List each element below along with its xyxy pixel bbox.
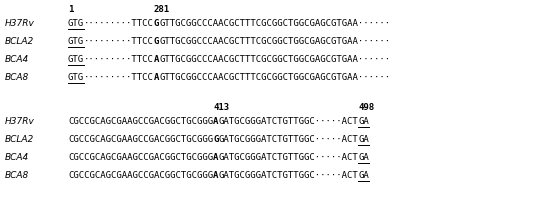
Text: G: G — [213, 135, 219, 144]
Text: GA: GA — [358, 153, 369, 162]
Text: ·········TTCC: ·········TTCC — [84, 73, 154, 82]
Text: GTTGCGGCCCAACGCTTTCGCGGCTGGCGAGCGTGAA······: GTTGCGGCCCAACGCTTTCGCGGCTGGCGAGCGTGAA···… — [159, 73, 390, 82]
Text: GTG: GTG — [68, 55, 84, 64]
Text: 498: 498 — [358, 103, 374, 112]
Text: GTTGCGGCCCAACGCTTTCGCGGCTGGCGAGCGTGAA······: GTTGCGGCCCAACGCTTTCGCGGCTGGCGAGCGTGAA···… — [159, 55, 390, 64]
Text: BCLA2: BCLA2 — [5, 37, 34, 46]
Text: GTTGCGGCCCAACGCTTTCGCGGCTGGCGAGCGTGAA······: GTTGCGGCCCAACGCTTTCGCGGCTGGCGAGCGTGAA···… — [159, 19, 390, 28]
Text: GA: GA — [358, 117, 369, 126]
Text: A: A — [213, 171, 219, 180]
Text: A: A — [154, 73, 159, 82]
Text: G: G — [154, 37, 159, 46]
Text: GA: GA — [358, 135, 369, 144]
Text: BCLA2: BCLA2 — [5, 135, 34, 144]
Text: GA: GA — [358, 171, 369, 180]
Text: GTG: GTG — [68, 0, 84, 7]
Text: CGCCGCAGCGAAGCCGACGGCTGCGGG: CGCCGCAGCGAAGCCGACGGCTGCGGG — [68, 100, 213, 109]
Text: H37Rv: H37Rv — [5, 117, 35, 126]
Text: GATGCGGGATCTGTTGGC·····ACT: GATGCGGGATCTGTTGGC·····ACT — [219, 153, 358, 162]
Text: GTG: GTG — [68, 73, 84, 82]
Text: CGCCGCAGCGAAGCCGACGGCTGCGGG: CGCCGCAGCGAAGCCGACGGCTGCGGG — [68, 171, 213, 180]
Text: ·········TTCC: ·········TTCC — [84, 37, 154, 46]
Text: G: G — [154, 19, 159, 28]
Text: A: A — [213, 100, 219, 109]
Text: ·········TTCC: ·········TTCC — [84, 0, 154, 7]
Text: A: A — [213, 117, 219, 126]
Text: ·········TTCC: ·········TTCC — [84, 0, 154, 7]
Text: CGCCGCAGCGAAGCCGACGGCTGCGGG: CGCCGCAGCGAAGCCGACGGCTGCGGG — [68, 153, 213, 162]
Text: A: A — [154, 55, 159, 64]
Text: GATGCGGGATCTGTTGGC·····ACT: GATGCGGGATCTGTTGGC·····ACT — [219, 117, 358, 126]
Text: A: A — [213, 153, 219, 162]
Text: CGCCGCAGCGAAGCCGACGGCTGCGGG: CGCCGCAGCGAAGCCGACGGCTGCGGG — [68, 100, 213, 109]
Text: CGCCGCAGCGAAGCCGACGGCTGCGGG: CGCCGCAGCGAAGCCGACGGCTGCGGG — [68, 100, 213, 109]
Text: GTG: GTG — [68, 37, 84, 46]
Text: BCA4: BCA4 — [5, 153, 29, 162]
Text: BCA8: BCA8 — [5, 73, 29, 82]
Text: GTG: GTG — [68, 0, 84, 7]
Text: GATGCGGGATCTGTTGGC·····ACT: GATGCGGGATCTGTTGGC·····ACT — [219, 135, 358, 144]
Text: GTG: GTG — [68, 19, 84, 28]
Text: GATGCGGGATCTGTTGGC·····ACT: GATGCGGGATCTGTTGGC·····ACT — [219, 100, 358, 109]
Text: H37Rv: H37Rv — [5, 19, 35, 28]
Text: ·········TTCC: ·········TTCC — [84, 55, 154, 64]
Text: GATGCGGGATCTGTTGGC·····ACT: GATGCGGGATCTGTTGGC·····ACT — [219, 171, 358, 180]
Text: ·········TTCC: ·········TTCC — [84, 19, 154, 28]
Text: 1: 1 — [68, 5, 73, 14]
Text: 281: 281 — [154, 5, 170, 14]
Text: 413: 413 — [213, 103, 230, 112]
Text: GTTGCGGCCCAACGCTTTCGCGGCTGGCGAGCGTGAA······: GTTGCGGCCCAACGCTTTCGCGGCTGGCGAGCGTGAA···… — [159, 37, 390, 46]
Text: BCA4: BCA4 — [5, 55, 29, 64]
Text: CGCCGCAGCGAAGCCGACGGCTGCGGG: CGCCGCAGCGAAGCCGACGGCTGCGGG — [68, 117, 213, 126]
Text: BCA8: BCA8 — [5, 171, 29, 180]
Text: CGCCGCAGCGAAGCCGACGGCTGCGGG: CGCCGCAGCGAAGCCGACGGCTGCGGG — [68, 135, 213, 144]
